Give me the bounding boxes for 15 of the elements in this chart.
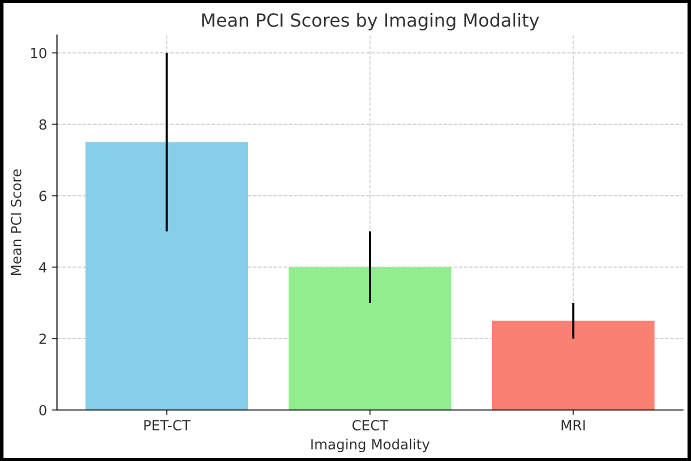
y-tick-label: 8 (39, 119, 46, 130)
chart-title: Mean PCI Scores by Imaging Modality (202, 12, 540, 30)
y-tick-label: 2 (39, 334, 46, 344)
x-axis-title: Imaging Modality (311, 438, 430, 452)
y-tick-label: 4 (39, 262, 46, 272)
x-tick-label: MRI (562, 420, 585, 430)
bar (85, 142, 248, 410)
y-axis-title: Mean PCI Score (10, 169, 22, 276)
x-tick-label: CECT (352, 420, 388, 430)
bar (288, 267, 452, 410)
y-tick-label: 6 (39, 190, 46, 202)
bar (492, 320, 655, 410)
x-tick-label: PET-CT (144, 420, 191, 430)
y-tick-label: 0 (39, 404, 46, 416)
y-tick-label: 10 (31, 48, 46, 58)
